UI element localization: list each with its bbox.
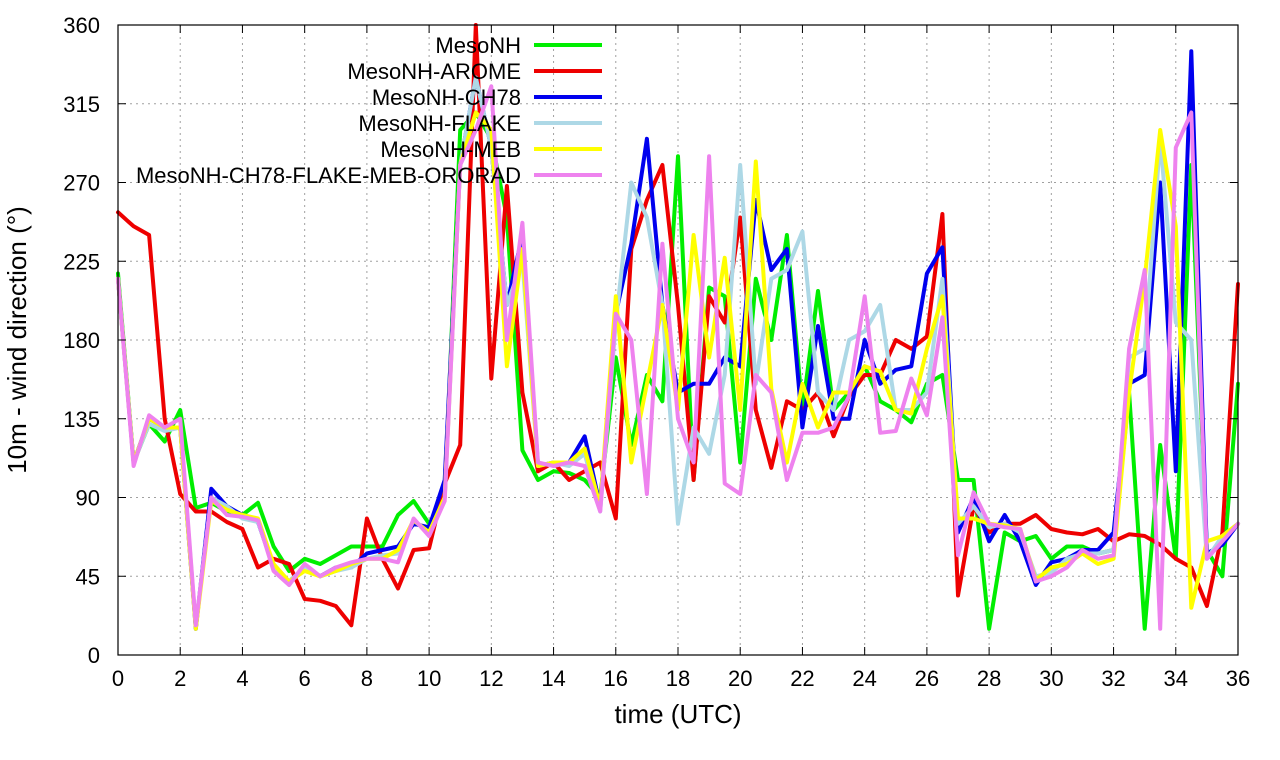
y-tick-label: 360	[63, 13, 100, 38]
x-axis-label: time (UTC)	[614, 699, 741, 729]
x-tick-label: 16	[604, 666, 628, 691]
x-tick-label: 4	[236, 666, 248, 691]
x-tick-label: 26	[915, 666, 939, 691]
x-tick-label: 30	[1039, 666, 1063, 691]
x-tick-label: 32	[1101, 666, 1125, 691]
series-line-mesonh-flake	[116, 75, 1240, 628]
series-line-mesonh-ch78-flake-meb-ororad	[116, 84, 1240, 631]
y-tick-label: 0	[88, 643, 100, 668]
y-tick-label: 225	[63, 249, 100, 274]
y-tick-label: 45	[76, 564, 100, 589]
x-tick-label: 12	[479, 666, 503, 691]
y-tick-label: 270	[63, 171, 100, 196]
x-tick-label: 20	[728, 666, 752, 691]
x-tick-label: 10	[417, 666, 441, 691]
legend-label: MesoNH-MEB	[380, 137, 521, 162]
x-tick-label: 0	[112, 666, 124, 691]
legend-label: MesoNH-CH78-FLAKE-MEB-ORORAD	[136, 163, 521, 188]
y-axis-label: 10m - wind direction (°)	[2, 206, 32, 474]
series-layer	[116, 23, 1240, 631]
x-tick-label: 6	[299, 666, 311, 691]
y-tick-label: 135	[63, 407, 100, 432]
legend-label: MesoNH-FLAKE	[358, 111, 521, 136]
legend-label: MesoNH	[435, 33, 521, 58]
legend-label: MesoNH-AROME	[347, 59, 521, 84]
series-line-mesonh	[116, 110, 1240, 631]
x-tick-label: 8	[361, 666, 373, 691]
legend: MesoNHMesoNH-AROMEMesoNH-CH78MesoNH-FLAK…	[136, 33, 602, 188]
x-tick-label: 36	[1226, 666, 1250, 691]
ticks-layer: 0 2 4 6 8 10 12 14 16 18 20 22 24 26 28 30 32 34 360459013…	[63, 13, 1250, 691]
x-tick-label: 28	[977, 666, 1001, 691]
x-tick-label: 2	[174, 666, 186, 691]
legend-label: MesoNH-CH78	[372, 85, 521, 110]
x-tick-label: 22	[790, 666, 814, 691]
y-tick-label: 315	[63, 92, 100, 117]
x-tick-label: 18	[666, 666, 690, 691]
x-tick-label: 34	[1164, 666, 1188, 691]
y-tick-label: 90	[76, 486, 100, 511]
y-tick-label: 180	[63, 328, 100, 353]
x-tick-label: 14	[541, 666, 565, 691]
series-line-mesonh-arome	[116, 23, 1240, 628]
x-tick-label: 24	[852, 666, 876, 691]
